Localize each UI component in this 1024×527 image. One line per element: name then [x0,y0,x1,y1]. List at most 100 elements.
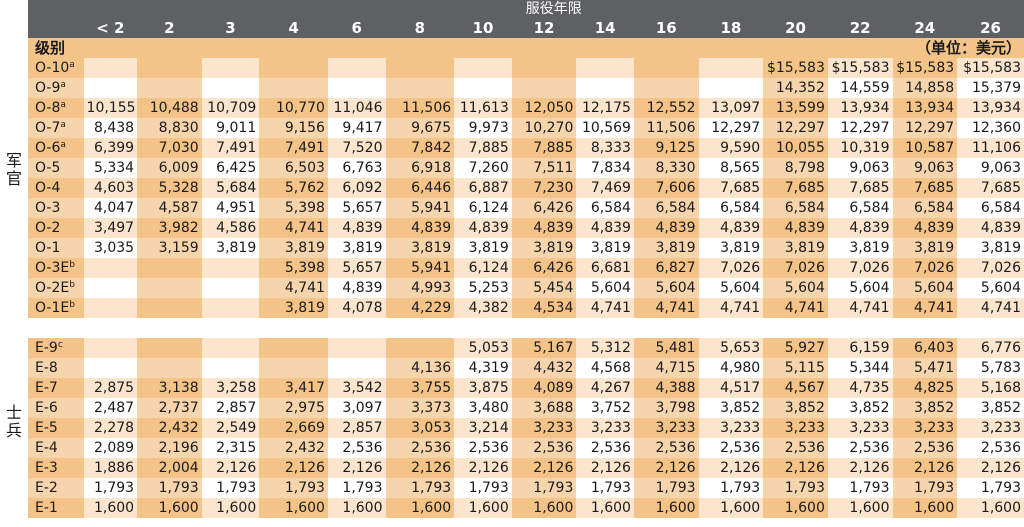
pay-cell: 14,559 [827,78,893,98]
pay-cell: 7,026 [957,258,1024,278]
pay-cell: 11,613 [454,98,512,118]
grade-name: E-7 [35,380,58,396]
pay-cell: 7,885 [511,138,577,158]
pay-cell: 6,681 [576,258,634,278]
pay-cell: 4,382 [454,298,512,318]
pay-cell [83,78,138,98]
grade-cell: E-8 [28,358,84,378]
pay-cell [137,338,202,358]
pay-cell: 13,934 [827,98,893,118]
pay-cell: 9,156 [259,118,328,138]
pay-cell: 4,839 [827,218,893,238]
pay-cell: 3,233 [892,418,958,438]
pay-cell: 6,584 [576,198,634,218]
pay-cell: 6,584 [763,198,828,218]
column-header: 24 [892,18,958,38]
pay-cell: 3,852 [957,398,1024,418]
pay-cell [201,58,260,78]
grade-label: 级别 [28,38,84,58]
pay-cell: 3,819 [892,238,958,258]
pay-cell: 11,506 [633,118,699,138]
pay-cell: 1,793 [892,478,958,498]
pay-cell: 10,055 [763,138,828,158]
pay-cell: 2,975 [259,398,328,418]
pay-cell: 2,432 [259,438,328,458]
pay-cell: 2,857 [201,398,260,418]
table-row: E-8 4,136 4,319 4,432 4,568 4,715 4,980 5,115 5,… [28,358,1024,378]
pay-cell: 12,297 [827,118,893,138]
pay-cell: 4,741 [957,298,1024,318]
pay-cell: 1,600 [259,498,328,518]
pay-cell: 4,603 [83,178,138,198]
pay-cell [201,278,260,298]
grade-cell: O-7a [28,118,84,138]
pay-cell: 5,604 [763,278,828,298]
pay-cell [511,58,577,78]
pay-cell: 2,536 [698,438,764,458]
grade-name: E-3 [35,460,58,476]
pay-cell: 3,819 [385,238,455,258]
pay-cell: 2,126 [698,458,764,478]
pay-cell: 7,230 [511,178,577,198]
pay-cell: 1,600 [201,498,260,518]
pay-cell: 4,839 [633,218,699,238]
pay-cell: 8,565 [698,158,764,178]
pay-cell: 8,330 [633,158,699,178]
pay-cell: 2,126 [201,458,260,478]
column-header: 26 [957,18,1024,38]
pay-cell: 10,488 [137,98,202,118]
pay-cell: 4,586 [201,218,260,238]
pay-cell: 4,741 [698,298,764,318]
pay-cell: 10,569 [576,118,634,138]
grade-name: O-1 [35,240,61,256]
grade-name: E-8 [35,360,58,376]
pay-cell: 6,092 [327,178,386,198]
pay-cell: 4,741 [633,298,699,318]
pay-cell: 5,053 [454,338,512,358]
officer-side-char-1: 军 [5,151,22,170]
grade-name: O-9 [35,80,61,96]
pay-cell: 7,834 [576,158,634,178]
grade-name: O-2E [35,280,70,296]
grade-cell: O-8a [28,98,84,118]
pay-cell: 7,685 [763,178,828,198]
pay-cell: 5,253 [454,278,512,298]
pay-cell: 13,934 [957,98,1024,118]
grade-footnote-mark: b [69,280,75,290]
pay-cell: 2,536 [827,438,893,458]
pay-cell: 5,657 [327,258,386,278]
header-title-row: 服役年限 [28,0,1024,18]
grade-footnote-mark: b [69,300,75,310]
pay-cell: 2,737 [137,398,202,418]
pay-cell [259,358,328,378]
pay-cell [385,338,455,358]
pay-cell: 3,819 [201,238,260,258]
pay-cell [385,78,455,98]
pay-cell [83,278,138,298]
pay-cell: 3,819 [454,238,512,258]
pay-cell: 5,927 [763,338,828,358]
pay-cell: 6,763 [327,158,386,178]
pay-cell: 3,819 [763,238,828,258]
officer-side-label: 军 官 [0,152,28,188]
pay-cell: 4,839 [454,218,512,238]
pay-cell: 3,542 [327,378,386,398]
pay-cell [137,298,202,318]
table-row: O-1 3,035 3,159 3,819 3,819 3,819 3,819 3,819 3,… [28,238,1024,258]
table-row: O-1Eb 3,819 4,078 4,229 4,382 4,534 4,741 4,741… [28,298,1024,318]
pay-cell: 6,503 [259,158,328,178]
pay-cell: 3,258 [201,378,260,398]
pay-table-body: O-10a $15,583 $15,583 $15,583 $15,583 O-9a 14,… [28,58,1024,518]
pay-cell: 3,852 [698,398,764,418]
pay-cell: 1,793 [511,478,577,498]
grade-unit-row: 级别 （单位：美元） [28,38,1024,58]
pay-cell: 2,126 [576,458,634,478]
grade-footnote-mark: a [60,100,66,110]
table-row: E-3 1,886 2,004 2,126 2,126 2,126 2,126 2,126 2,… [28,458,1024,478]
pay-cell: 4,741 [576,298,634,318]
pay-cell [454,78,512,98]
pay-cell: 7,491 [201,138,260,158]
pay-cell: 6,159 [827,338,893,358]
table-row: E-1 1,600 1,600 1,600 1,600 1,600 1,600 1,600 1,… [28,498,1024,518]
pay-cell: 4,741 [763,298,828,318]
